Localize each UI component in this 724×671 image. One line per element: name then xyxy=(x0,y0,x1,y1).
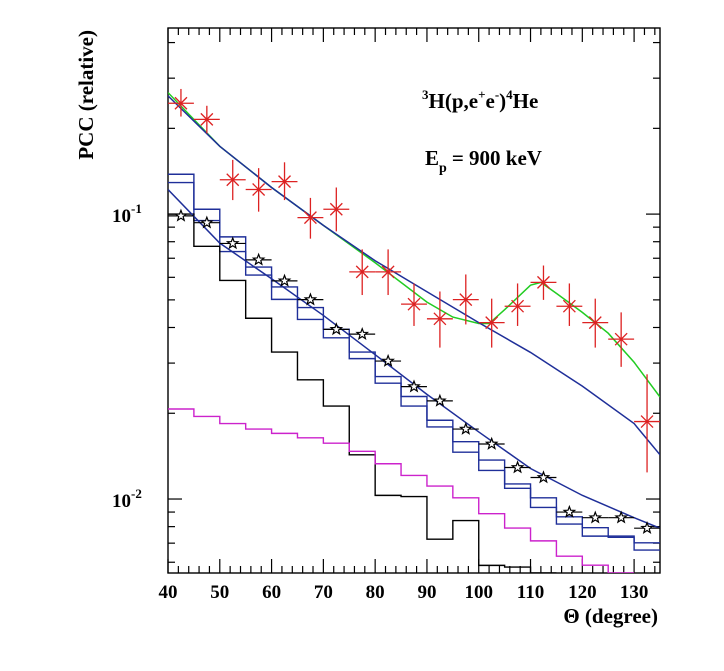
star-point xyxy=(277,273,292,287)
histogram-series xyxy=(168,213,557,573)
x-tick-label: 110 xyxy=(517,582,544,603)
reaction-sup-minus: - xyxy=(495,87,499,102)
cross-marker-b xyxy=(588,316,602,330)
x-tick-label: 50 xyxy=(210,582,229,603)
x-tick-label: 70 xyxy=(314,582,333,603)
reaction-sup-plus: + xyxy=(478,87,485,102)
cross-marker-b xyxy=(562,299,576,313)
reaction-part-b: e xyxy=(486,89,495,113)
y-tick-label-base: 10 xyxy=(112,491,131,512)
reaction-part-a: H(p,e xyxy=(429,89,479,113)
energy-subscript: p xyxy=(439,161,447,176)
reaction-part-c: ) xyxy=(499,89,506,113)
star-point xyxy=(199,215,214,229)
cross-marker-b xyxy=(381,265,395,279)
star-point xyxy=(433,393,447,407)
histogram-series xyxy=(168,181,660,551)
reaction-sup-mass4: 4 xyxy=(506,87,513,102)
energy-value: = 900 keV xyxy=(452,146,542,170)
star-point xyxy=(588,510,603,524)
histogram-series xyxy=(168,173,660,544)
x-tick-label: 90 xyxy=(417,582,436,603)
cross-marker-b xyxy=(614,332,628,346)
star-point xyxy=(640,520,654,535)
x-tick-label: 80 xyxy=(366,582,385,603)
reaction-part-d: He xyxy=(513,89,539,113)
cross-marker-b xyxy=(252,183,266,196)
cross-marker-b xyxy=(640,415,654,429)
star-point xyxy=(614,510,629,524)
data-group xyxy=(168,88,660,573)
star-point xyxy=(251,252,266,266)
energy-symbol: E xyxy=(425,146,439,170)
cross-marker-b xyxy=(459,293,473,307)
plot-frame xyxy=(167,27,661,574)
x-tick-label: 40 xyxy=(159,582,178,603)
cross-marker-b xyxy=(433,312,447,326)
curve-series xyxy=(168,92,660,398)
x-tick-label: 60 xyxy=(262,582,281,603)
cross-marker-b xyxy=(485,316,499,330)
star-point xyxy=(174,208,188,222)
cross-marker-b xyxy=(226,173,240,187)
star-point xyxy=(536,470,551,484)
cross-marker-b xyxy=(537,275,550,289)
star-point xyxy=(484,436,499,450)
y-tick-label: 10-1 xyxy=(112,201,142,227)
star-point xyxy=(458,421,473,435)
x-axis-label: Θ (degree) xyxy=(563,604,658,628)
y-tick-label-base: 10 xyxy=(112,206,131,227)
y-tick-label: 10-2 xyxy=(112,486,142,512)
y-tick-label-exponent: -1 xyxy=(131,201,142,216)
histogram-series xyxy=(168,408,635,573)
star-point xyxy=(510,460,525,474)
cross-marker-b xyxy=(329,202,343,216)
cross-marker-b xyxy=(174,96,188,110)
cross-marker-b xyxy=(511,299,525,313)
cross-marker-b xyxy=(278,175,291,189)
cross-marker-b xyxy=(303,211,317,225)
star-point xyxy=(329,322,344,336)
curve-series xyxy=(168,95,660,456)
star-point xyxy=(407,379,421,393)
star-point xyxy=(381,353,395,367)
star-point xyxy=(562,504,577,518)
x-tick-label: 130 xyxy=(620,582,649,603)
reaction-annotation: 3H(p,e+e-)4He xyxy=(422,87,538,113)
star-point xyxy=(303,292,318,306)
curve-series xyxy=(168,188,660,529)
energy-annotation: Ep = 900 keV xyxy=(425,146,542,176)
cross-marker-b xyxy=(200,112,214,126)
y-axis-label: PCC (relative) xyxy=(74,30,98,160)
x-tick-label: 120 xyxy=(568,582,597,603)
y-tick-label-exponent: -2 xyxy=(131,486,142,501)
cross-marker-b xyxy=(407,297,421,311)
star-point xyxy=(355,326,370,340)
cross-marker-b xyxy=(355,265,369,279)
star-point xyxy=(225,236,240,250)
reaction-sup-mass3: 3 xyxy=(422,87,429,102)
x-tick-label: 100 xyxy=(464,582,493,603)
